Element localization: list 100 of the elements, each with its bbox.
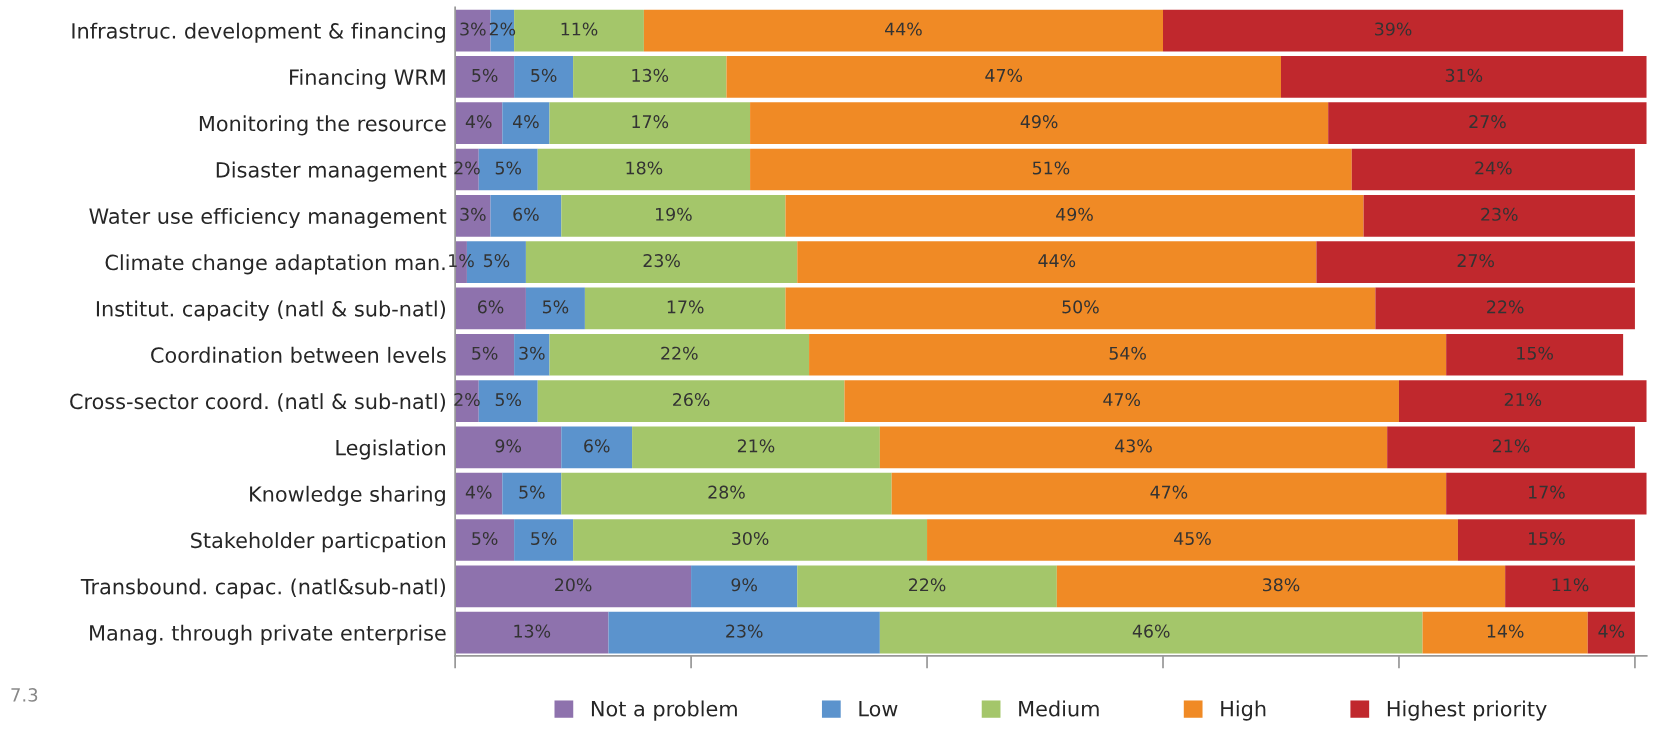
data-label: 51% <box>1032 161 1070 175</box>
bar <box>691 565 798 608</box>
bar <box>1375 287 1635 330</box>
bar <box>561 472 892 515</box>
bar <box>785 194 1364 237</box>
data-label: 27% <box>1457 254 1494 268</box>
y-tick-label: Stakeholder particpation <box>191 532 446 553</box>
bar <box>549 333 810 376</box>
data-label: 38% <box>1263 578 1300 592</box>
data-label: 54% <box>1109 346 1146 360</box>
bar <box>1163 9 1624 52</box>
bar <box>750 102 1329 145</box>
bar <box>879 426 1388 469</box>
data-label: 31% <box>1445 68 1483 82</box>
data-label: 9% <box>495 439 522 453</box>
bar <box>478 148 538 191</box>
bar <box>1387 426 1635 469</box>
y-tick-label: Climate change adaptation man. <box>105 254 445 275</box>
bar <box>514 56 574 98</box>
y-tick-label: Water use efficiency management <box>89 207 447 229</box>
data-label: 5% <box>495 161 522 175</box>
bar <box>1446 333 1624 376</box>
bar <box>726 56 1281 98</box>
data-label: 4% <box>465 115 492 129</box>
data-label: 19% <box>656 207 692 221</box>
data-label: 45% <box>1174 531 1211 546</box>
bar <box>879 611 1423 654</box>
data-label: 13% <box>514 624 551 638</box>
bar <box>455 519 515 561</box>
bar <box>455 287 526 330</box>
legend-label: Low <box>859 701 898 717</box>
bar <box>561 194 786 237</box>
bar <box>478 380 538 422</box>
data-label: 23% <box>1481 207 1518 221</box>
legend-label: High <box>1221 700 1266 721</box>
data-label: 5% <box>483 254 510 268</box>
data-label: 43% <box>1115 439 1152 453</box>
bar <box>844 380 1399 422</box>
bar <box>514 333 550 376</box>
bar <box>1446 472 1647 515</box>
y-tick-label: Knowledge sharing <box>250 485 445 506</box>
data-label: 14% <box>1487 624 1524 638</box>
data-label: 5% <box>519 485 545 499</box>
y-tick-label: Coordination between levels <box>151 346 446 363</box>
data-label: 5% <box>531 531 557 546</box>
bar <box>455 611 609 654</box>
data-label: 5% <box>472 346 498 360</box>
data-label: 5% <box>531 68 557 82</box>
data-label: 5% <box>542 300 569 314</box>
bar <box>573 519 928 561</box>
data-label: 3% <box>519 346 545 360</box>
bar <box>455 56 515 98</box>
y-tick-label: Financing WRM <box>290 68 445 90</box>
data-label: 15% <box>1517 346 1553 360</box>
bar <box>1280 56 1647 98</box>
data-label: 44% <box>1038 254 1076 268</box>
data-label: 15% <box>1529 531 1565 546</box>
bar <box>891 472 1447 515</box>
y-tick-label: Monitoring the resource <box>199 115 446 136</box>
data-label: 22% <box>661 346 698 360</box>
data-label: 23% <box>643 254 680 268</box>
bar <box>1056 565 1506 608</box>
bar <box>1316 241 1635 283</box>
data-label: 11% <box>1552 578 1589 592</box>
bar <box>1587 611 1635 654</box>
bar <box>1505 565 1635 608</box>
bar <box>537 148 751 191</box>
data-label: 4% <box>512 115 539 129</box>
data-label: 13% <box>632 68 669 82</box>
data-label: 21% <box>1493 439 1530 453</box>
data-label: 17% <box>1529 485 1565 499</box>
data-label: 22% <box>1487 300 1524 314</box>
legend-label: Highest priority <box>1387 700 1547 721</box>
legend-label: Not a problem <box>591 700 737 721</box>
y-tick-label: Transbound. capac. (natl&sub-natl) <box>80 578 446 599</box>
data-label: 46% <box>1132 624 1170 638</box>
y-tick-label: Legislation <box>336 439 446 460</box>
y-tick-label: Manag. through private enterprise <box>90 624 446 645</box>
bar <box>514 9 644 52</box>
bar <box>455 333 515 376</box>
data-label: 49% <box>1020 115 1058 129</box>
data-label: 21% <box>737 439 775 453</box>
bar <box>1457 519 1635 561</box>
bar <box>455 426 562 469</box>
data-label: 22% <box>909 578 946 592</box>
data-label: 6% <box>477 300 504 314</box>
bar <box>455 565 692 608</box>
bar <box>1328 102 1647 145</box>
bar <box>455 194 491 237</box>
data-label: 49% <box>1056 207 1093 221</box>
data-label: 2% <box>454 392 480 407</box>
data-label: 18% <box>626 161 663 175</box>
data-label: 2% <box>454 161 480 175</box>
legend-label: Medium <box>1019 700 1099 717</box>
data-label: 4% <box>1598 624 1625 638</box>
y-tick-label: Infrastruc. development & financing <box>72 22 445 43</box>
bar <box>750 148 1352 191</box>
bar <box>455 102 503 145</box>
y-tick-label: Disaster management <box>216 161 447 182</box>
data-label: 2% <box>489 22 516 36</box>
